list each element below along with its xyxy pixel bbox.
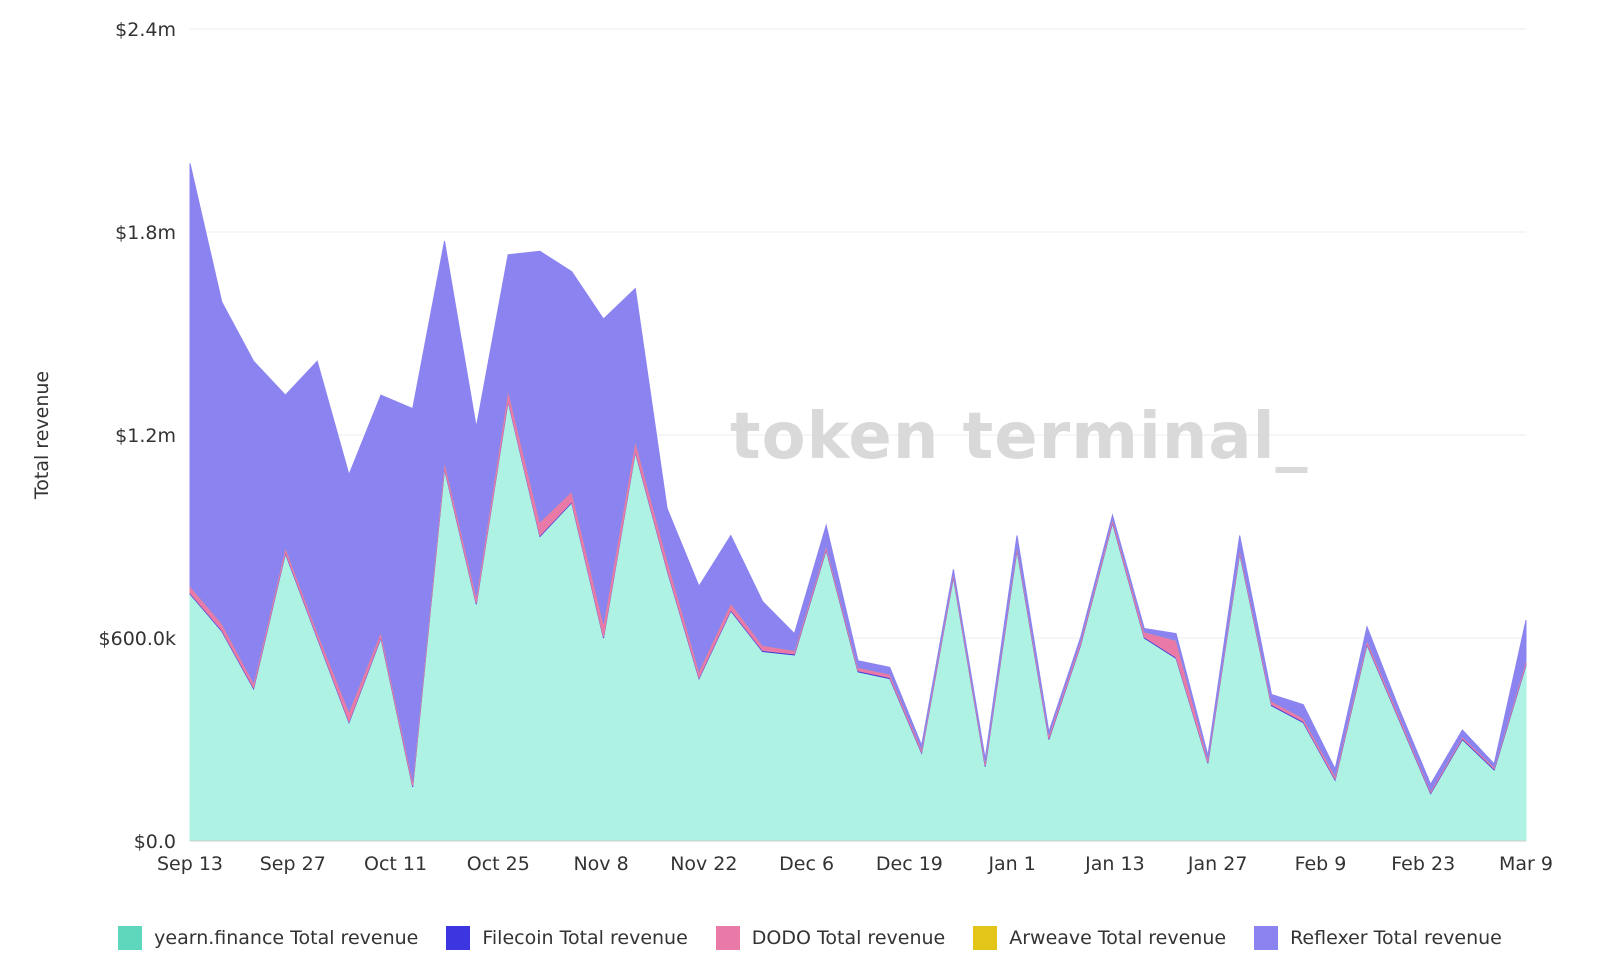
y-tick-label: $0.0 xyxy=(134,831,176,853)
series-area-reflexer xyxy=(189,163,1527,793)
x-tick-label: Dec 19 xyxy=(876,853,943,875)
series-areas xyxy=(189,163,1527,842)
legend-label: Filecoin Total revenue xyxy=(482,927,688,949)
legend-item[interactable]: DODO Total revenue xyxy=(715,926,946,950)
x-tick-label: Feb 9 xyxy=(1295,853,1347,875)
legend-swatch xyxy=(715,926,740,950)
x-tick-label: Dec 6 xyxy=(779,853,834,875)
x-tick-label: Oct 11 xyxy=(364,853,427,875)
x-tick-label: Mar 9 xyxy=(1499,853,1553,875)
y-axis-label: Total revenue xyxy=(31,371,53,500)
x-tick-label: Sep 27 xyxy=(260,853,326,875)
watermark: token terminal_ xyxy=(730,400,1309,474)
y-axis-ticks: $0.0 $600.0k $1.2m $1.8m $2.4m xyxy=(99,19,176,853)
x-tick-label: Nov 8 xyxy=(573,853,628,875)
stacked-area-chart: token terminal_ $0.0 $600.0k $1.2m $1.8m $2.… xyxy=(31,19,1553,875)
legend-item[interactable]: yearn.finance Total revenue xyxy=(118,926,418,950)
legend-swatch xyxy=(973,926,998,950)
legend-item[interactable]: Filecoin Total revenue xyxy=(446,926,688,950)
x-tick-label: Oct 25 xyxy=(467,853,530,875)
legend-swatch xyxy=(1254,926,1279,950)
y-tick-label: $1.8m xyxy=(115,222,176,244)
legend: yearn.finance Total revenue Filecoin Tota… xyxy=(0,920,1620,956)
x-tick-label: Jan 13 xyxy=(1084,853,1145,875)
x-tick-label: Sep 13 xyxy=(157,853,223,875)
y-tick-label: $1.2m xyxy=(115,425,176,447)
legend-item[interactable]: Reflexer Total revenue xyxy=(1254,926,1502,950)
legend-label: yearn.finance Total revenue xyxy=(154,927,419,949)
legend-label: Arweave Total revenue xyxy=(1009,927,1227,949)
x-axis-ticks: Sep 13 Sep 27 Oct 11 Oct 25 Nov 8 Nov 22 Dec 6… xyxy=(157,853,1553,875)
legend-item[interactable]: Arweave Total revenue xyxy=(973,926,1226,950)
legend-swatch xyxy=(118,926,143,950)
y-tick-label: $2.4m xyxy=(115,19,176,41)
legend-label: DODO Total revenue xyxy=(751,927,946,949)
x-tick-label: Feb 23 xyxy=(1391,853,1455,875)
legend-label: Reflexer Total revenue xyxy=(1290,927,1502,949)
x-tick-label: Jan 27 xyxy=(1187,853,1248,875)
legend-swatch xyxy=(446,926,471,950)
x-tick-label: Nov 22 xyxy=(670,853,737,875)
x-tick-label: Jan 1 xyxy=(987,853,1035,875)
y-tick-label: $600.0k xyxy=(99,628,176,650)
